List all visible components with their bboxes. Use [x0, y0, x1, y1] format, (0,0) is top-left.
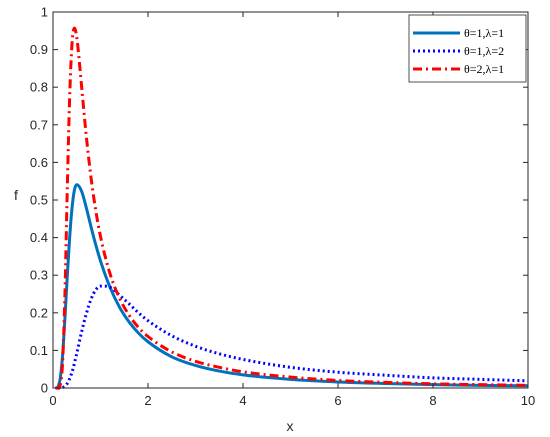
x-tick-label: 6 [334, 393, 341, 408]
y-tick-label: 0.3 [30, 268, 48, 283]
x-axis-label: x [287, 418, 294, 434]
series-line-1 [54, 183, 529, 390]
x-tick-label: 2 [144, 393, 151, 408]
y-tick-label: 0 [41, 381, 48, 396]
y-tick-label: 1 [41, 5, 48, 20]
axis-ticks: 0 2 4 6 8 10 0 0.1 0.2 0.3 0.4 0.5 0.6 0.7 0.8 0.9 1 [30, 5, 535, 409]
series-lines [54, 26, 529, 390]
legend-label-2: θ=1,λ=2 [464, 44, 504, 58]
x-tick-label: 4 [239, 393, 246, 408]
y-tick-label: 0.9 [30, 42, 48, 57]
series-line-3 [55, 26, 529, 390]
x-tick-label: 10 [521, 393, 535, 408]
plot-frame [52, 11, 529, 389]
y-tick-label: 0.8 [30, 80, 48, 95]
y-tick-label: 0.4 [30, 230, 48, 245]
y-tick-label: 0.2 [30, 305, 48, 320]
series-line-2 [57, 284, 529, 390]
legend-label-1: θ=1,λ=1 [464, 26, 504, 40]
y-axis-label: f [14, 187, 18, 203]
y-tick-label: 0.5 [30, 193, 48, 208]
y-tick-label: 0.6 [30, 155, 48, 170]
legend-box [408, 14, 527, 83]
legend: θ=1,λ=1 θ=1,λ=2 θ=2,λ=1 [408, 14, 527, 83]
x-tick-label: 0 [49, 393, 56, 408]
legend-label-3: θ=2,λ=1 [464, 62, 504, 76]
y-tick-label: 0.1 [30, 343, 48, 358]
y-tick-label: 0.7 [30, 117, 48, 132]
x-tick-label: 8 [429, 393, 436, 408]
